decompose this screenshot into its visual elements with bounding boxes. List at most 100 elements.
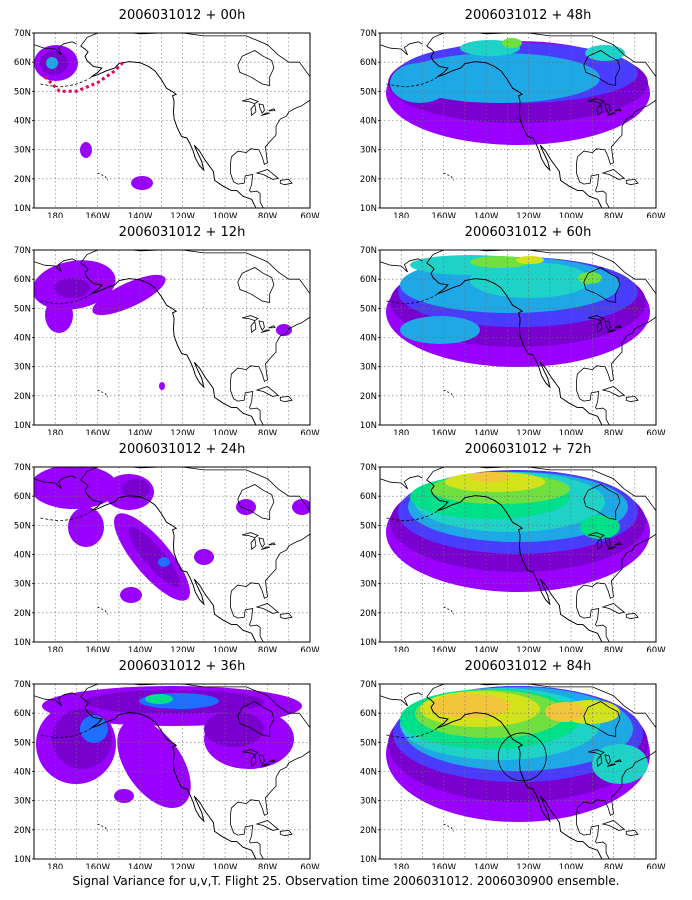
variance-level-3-blob bbox=[390, 63, 450, 103]
hispaniola-outline bbox=[279, 829, 293, 837]
latitude-tick-label: 20N bbox=[360, 175, 377, 185]
latitude-tick-label: 20N bbox=[14, 175, 31, 185]
longitude-tick-label: 140W bbox=[128, 863, 153, 869]
great-lake-outline bbox=[258, 103, 265, 114]
latitude-tick-label: 40N bbox=[14, 768, 31, 778]
great-lake-outline bbox=[250, 320, 257, 334]
aleutian-islands bbox=[386, 510, 438, 522]
latitude-tick-label: 70N bbox=[14, 680, 31, 690]
hispaniola-outline bbox=[279, 395, 293, 403]
map-panel: 2006031012 + 48h 10N 20N 30N 40N 50N 60N 70N 180… bbox=[348, 8, 668, 218]
variance-map: 10N 20N 30N 40N 50N 60N 70N 180 160W 140W 120W 100W… bbox=[14, 246, 320, 435]
great-lake-outline bbox=[614, 759, 622, 763]
hudson-bay-coastline bbox=[237, 267, 275, 303]
variance-level-5-blob bbox=[578, 272, 602, 284]
latitude-tick-label: 30N bbox=[14, 363, 31, 373]
great-lake-outline bbox=[614, 325, 622, 329]
great-lake-outline bbox=[258, 754, 265, 765]
variance-level-8-blob bbox=[545, 702, 585, 722]
hispaniola-outline bbox=[279, 178, 293, 186]
longitude-tick-label: 160W bbox=[431, 863, 456, 869]
variance-level-2-blob bbox=[80, 715, 108, 743]
pacific-coastline bbox=[80, 45, 257, 208]
latitude-tick-label: 40N bbox=[14, 551, 31, 561]
hudson-bay-coastline bbox=[237, 50, 275, 86]
great-lake-outline bbox=[241, 749, 259, 756]
longitude-tick-label: 180 bbox=[47, 429, 63, 435]
latitude-tick-label: 40N bbox=[360, 334, 377, 344]
siberia-coastline bbox=[34, 258, 77, 273]
latitude-tick-label: 20N bbox=[360, 826, 377, 836]
great-lake-outline bbox=[607, 546, 616, 550]
variance-level-5-blob bbox=[502, 38, 522, 48]
great-lake-outline bbox=[268, 108, 276, 112]
longitude-tick-label: 100W bbox=[213, 429, 238, 435]
great-lake-outline bbox=[607, 763, 616, 767]
longitude-tick-label: 100W bbox=[559, 212, 584, 218]
great-lake-outline bbox=[241, 98, 259, 105]
variance-level-1-blob bbox=[128, 527, 180, 587]
plot-background bbox=[34, 33, 310, 208]
siberia-coastline bbox=[380, 475, 423, 490]
latitude-tick-label: 30N bbox=[360, 146, 377, 156]
variance-level-1-blob bbox=[204, 711, 264, 747]
great-lake-outline bbox=[607, 329, 616, 333]
great-lake-outline bbox=[261, 763, 270, 767]
longitude-tick-label: 80W bbox=[604, 212, 624, 218]
map-panel: 2006031012 + 84h 10N 20N 30N 40N 50N 60N 70N 180… bbox=[348, 659, 668, 869]
grid-lines bbox=[380, 684, 656, 859]
longitude-tick-label: 120W bbox=[516, 429, 541, 435]
coastlines bbox=[34, 684, 310, 859]
latitude-tick-label: 10N bbox=[14, 855, 31, 865]
variance-level-8-blob bbox=[430, 694, 510, 718]
latitude-tick-label: 30N bbox=[14, 797, 31, 807]
longitude-tick-label: 80W bbox=[604, 863, 624, 869]
variance-map: 10N 20N 30N 40N 50N 60N 70N 180 160W 140W 120W 100W… bbox=[14, 29, 320, 218]
longitude-tick-label: 80W bbox=[258, 429, 278, 435]
longitude-tick-label: 60W bbox=[300, 646, 320, 652]
variance-map: 10N 20N 30N 40N 50N 60N 70N 180 160W 140W 120W 100W… bbox=[360, 29, 666, 218]
latitude-tick-label: 50N bbox=[360, 521, 377, 531]
variance-level-0-blob bbox=[117, 720, 191, 808]
flight-track bbox=[43, 61, 125, 93]
variance-level-2-blob bbox=[46, 57, 58, 69]
latitude-tick-label: 60N bbox=[14, 492, 31, 502]
great-lake-outline bbox=[604, 754, 611, 765]
great-lake-outline bbox=[268, 325, 276, 329]
pacific-coastline bbox=[80, 262, 257, 425]
pacific-coastline bbox=[426, 479, 603, 642]
hispaniola-outline bbox=[279, 612, 293, 620]
grid-lines bbox=[380, 33, 656, 208]
cuba-outline bbox=[255, 169, 280, 180]
pacific-coastline bbox=[426, 262, 603, 425]
pacific-coastline bbox=[80, 696, 257, 859]
variance-level-5-blob bbox=[470, 256, 530, 268]
aleutian-islands bbox=[40, 76, 92, 88]
longitude-tick-label: 60W bbox=[646, 212, 666, 218]
map-panel: 2006031012 + 24h 10N 20N 30N 40N 50N 60N 70N 180… bbox=[2, 442, 322, 652]
hispaniola-outline bbox=[625, 612, 639, 620]
longitude-tick-label: 140W bbox=[128, 646, 153, 652]
variance-level-8-blob bbox=[470, 472, 510, 482]
latitude-tick-label: 60N bbox=[360, 709, 377, 719]
longitude-tick-label: 140W bbox=[128, 429, 153, 435]
coastlines bbox=[380, 467, 656, 642]
variance-level-2-blob bbox=[158, 557, 170, 567]
map-panel: 2006031012 + 00h 10N 20N 30N 40N 50N 60N 70N 180… bbox=[2, 8, 322, 218]
latitude-tick-label: 40N bbox=[14, 334, 31, 344]
latitude-tick-label: 10N bbox=[360, 855, 377, 865]
latitude-tick-label: 60N bbox=[360, 492, 377, 502]
coastlines bbox=[34, 33, 310, 208]
variance-map: 10N 20N 30N 40N 50N 60N 70N 180 160W 140W 120W 100W… bbox=[360, 246, 666, 435]
hispaniola-outline bbox=[625, 395, 639, 403]
great-lake-outline bbox=[596, 537, 603, 551]
longitude-tick-label: 180 bbox=[47, 863, 63, 869]
longitude-tick-label: 120W bbox=[516, 646, 541, 652]
figure-caption: Signal Variance for u,v,T. Flight 25. Ob… bbox=[72, 874, 620, 888]
map-panel: 2006031012 + 36h 10N 20N 30N 40N 50N 60N 70N 180… bbox=[2, 659, 322, 869]
longitude-tick-label: 140W bbox=[474, 212, 499, 218]
variance-level-0-blob bbox=[131, 176, 153, 190]
siberia-coastline bbox=[380, 41, 423, 56]
great-lake-outline bbox=[241, 315, 259, 322]
